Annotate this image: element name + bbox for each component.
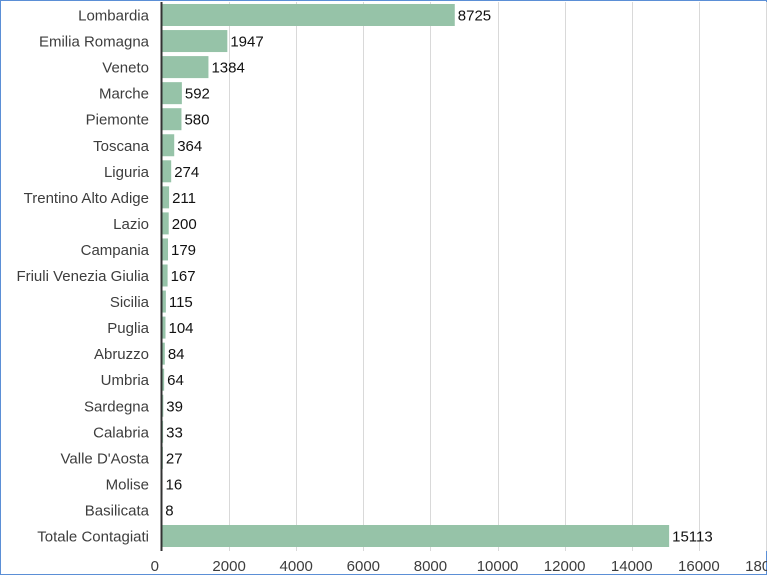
bar <box>162 291 166 313</box>
value-label: 15113 <box>672 529 713 546</box>
category-label: Liguria <box>104 164 150 181</box>
bar <box>162 265 168 287</box>
bar <box>162 82 182 104</box>
bar <box>162 212 169 234</box>
category-label: Piemonte <box>86 112 149 129</box>
value-label: 274 <box>174 164 199 181</box>
category-labels: Lombardia Emilia Romagna Veneto Marche Piemo… <box>16 8 149 546</box>
category-label: Toscana <box>93 138 150 155</box>
category-label: Calabria <box>93 424 150 441</box>
category-label: Friuli Venezia Giulia <box>16 268 149 285</box>
value-label: 16 <box>166 476 183 493</box>
bar <box>162 160 171 182</box>
value-label: 115 <box>169 294 193 311</box>
value-label: 64 <box>167 372 184 389</box>
category-label: Umbria <box>101 372 150 389</box>
bar <box>162 30 227 52</box>
value-label: 167 <box>171 268 196 285</box>
category-label: Totale Contagiati <box>37 529 149 546</box>
x-tick-label: 0 <box>151 558 159 575</box>
category-label: Sardegna <box>84 398 150 415</box>
category-label: Marche <box>99 86 149 103</box>
category-label: Emilia Romagna <box>39 34 150 51</box>
value-label: 179 <box>171 242 196 259</box>
category-label: Puglia <box>107 320 149 337</box>
category-label: Molise <box>106 476 149 493</box>
x-tick-label: 18000 <box>745 558 767 575</box>
x-tick-label: 4000 <box>280 558 313 575</box>
x-tick-label: 14000 <box>611 558 653 575</box>
value-label: 27 <box>166 450 183 467</box>
value-label: 200 <box>172 216 197 233</box>
value-label: 1947 <box>230 34 263 51</box>
value-label: 364 <box>177 138 202 155</box>
bar <box>162 108 181 130</box>
bar <box>162 525 669 547</box>
bar <box>162 134 174 156</box>
value-label: 211 <box>172 190 196 207</box>
bars <box>162 4 669 547</box>
x-tick-label: 16000 <box>678 558 720 575</box>
category-label: Veneto <box>102 60 149 77</box>
value-label: 8 <box>165 502 173 519</box>
grid-lines <box>230 2 767 551</box>
bar <box>162 317 165 339</box>
category-label: Abruzzo <box>94 346 149 363</box>
x-tick-label: 2000 <box>212 558 245 575</box>
category-label: Sicilia <box>110 294 150 311</box>
bar <box>162 186 169 208</box>
x-tick-label: 6000 <box>347 558 380 575</box>
value-label: 84 <box>168 346 185 363</box>
bar <box>162 56 208 78</box>
x-tick-label: 10000 <box>477 558 519 575</box>
value-label: 104 <box>168 320 193 337</box>
category-label: Trentino Alto Adige <box>24 190 149 207</box>
category-label: Lombardia <box>78 8 150 25</box>
x-tick-label: 12000 <box>544 558 586 575</box>
category-label: Campania <box>81 242 150 259</box>
category-label: Valle D'Aosta <box>61 450 150 467</box>
x-tick-label: 8000 <box>414 558 447 575</box>
x-tick-labels: 0 2000 4000 6000 8000 10000 12000 14000 16000 180… <box>151 558 767 575</box>
category-label: Lazio <box>113 216 149 233</box>
value-label: 1384 <box>211 60 244 77</box>
category-label: Basilicata <box>85 502 150 519</box>
value-label: 592 <box>185 86 210 103</box>
value-label: 8725 <box>458 8 491 25</box>
value-label: 33 <box>166 424 183 441</box>
bar <box>162 4 455 26</box>
value-label: 39 <box>166 398 183 415</box>
bar <box>162 238 168 260</box>
value-label: 580 <box>184 112 209 129</box>
